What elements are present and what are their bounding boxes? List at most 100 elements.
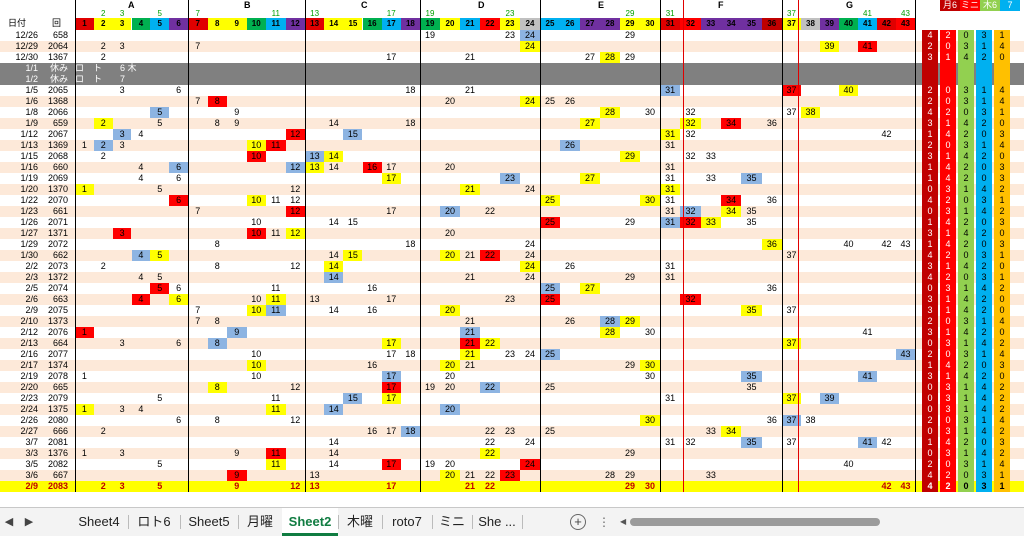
drawn-number[interactable]: 2 — [100, 426, 106, 436]
drawn-number[interactable]: 34 — [721, 195, 742, 206]
drawn-number[interactable]: 39 — [820, 393, 839, 404]
drawn-number[interactable]: 21 — [464, 85, 475, 95]
drawn-number[interactable]: 30 — [644, 481, 655, 491]
drawn-number[interactable]: 30 — [640, 360, 660, 371]
drawn-number[interactable]: 36 — [766, 415, 777, 425]
drawn-number[interactable]: 24 — [524, 250, 535, 260]
drawn-number[interactable]: 22 — [484, 426, 495, 436]
drawn-number[interactable]: 32 — [680, 206, 701, 217]
drawn-number[interactable]: 40 — [843, 239, 854, 249]
drawn-number[interactable]: 11 — [271, 195, 281, 205]
drawn-number[interactable]: 4 — [131, 294, 151, 305]
drawn-number[interactable]: 14 — [328, 217, 339, 227]
scrollbar-thumb[interactable] — [630, 518, 880, 526]
drawn-number[interactable]: 7 — [195, 305, 201, 315]
more-options-icon[interactable]: ⋮ — [598, 515, 610, 529]
drawn-number[interactable]: 2 — [93, 118, 113, 129]
drawn-number[interactable]: 17 — [381, 173, 401, 184]
drawn-number[interactable]: 9 — [234, 481, 240, 491]
drawn-number[interactable]: 28 — [604, 470, 615, 480]
drawn-number[interactable]: 3 — [119, 41, 125, 51]
sheet-tab[interactable]: Sheet5 — [188, 514, 230, 529]
drawn-number[interactable]: 42 — [881, 481, 892, 491]
drawn-number[interactable]: 43 — [900, 481, 911, 491]
drawn-number[interactable]: 4 — [138, 272, 144, 282]
drawn-number[interactable]: 35 — [746, 206, 757, 216]
drawn-number[interactable]: 42 — [881, 129, 892, 139]
drawn-number[interactable]: 16 — [367, 283, 378, 293]
drawn-number[interactable]: 10 — [246, 228, 266, 239]
drawn-number[interactable]: 5 — [157, 272, 163, 282]
drawn-number[interactable]: 24 — [524, 437, 535, 447]
drawn-number[interactable]: 29 — [624, 272, 635, 282]
drawn-number[interactable]: 31 — [665, 140, 676, 150]
drawn-number[interactable]: 1 — [81, 371, 87, 381]
tab-scroll-left-icon[interactable]: ◀ — [4, 516, 14, 528]
drawn-number[interactable]: 17 — [386, 349, 397, 359]
drawn-number[interactable]: 29 — [620, 316, 640, 327]
sheet-tab[interactable]: roto7 — [392, 514, 422, 529]
sheet-tab[interactable]: Sheet4 — [78, 514, 120, 529]
drawn-number[interactable]: 14 — [328, 305, 339, 315]
drawn-number[interactable]: 11 — [266, 404, 286, 415]
drawn-number[interactable]: 8 — [214, 415, 220, 425]
drawn-number[interactable]: 6 — [169, 195, 188, 206]
drawn-number[interactable]: 22 — [480, 250, 500, 261]
drawn-number[interactable]: 12 — [290, 481, 301, 491]
drawn-number[interactable]: 29 — [620, 151, 640, 162]
drawn-number[interactable]: 32 — [680, 294, 701, 305]
drawn-number[interactable]: 37 — [786, 437, 797, 447]
drawn-number[interactable]: 21 — [460, 184, 480, 195]
sheet-tab[interactable]: 月曜 — [246, 514, 273, 529]
drawn-number[interactable]: 10 — [251, 294, 262, 304]
drawn-number[interactable]: 20 — [444, 382, 455, 392]
drawn-number[interactable]: 14 — [324, 272, 344, 283]
drawn-number[interactable]: 21 — [464, 360, 475, 370]
drawn-number[interactable]: 35 — [746, 217, 757, 227]
drawn-number[interactable]: 27 — [580, 118, 600, 129]
drawn-number[interactable]: 24 — [524, 184, 535, 194]
drawn-number[interactable]: 24 — [520, 41, 540, 52]
drawn-number[interactable]: 21 — [464, 272, 475, 282]
drawn-number[interactable]: 8 — [214, 261, 220, 271]
drawn-number[interactable]: 20 — [444, 96, 455, 106]
drawn-number[interactable]: 12 — [290, 382, 301, 392]
drawn-number[interactable]: 28 — [600, 316, 620, 327]
drawn-number[interactable]: 40 — [839, 85, 858, 96]
drawn-number[interactable]: 14 — [328, 250, 339, 260]
drawn-number[interactable]: 2 — [100, 481, 106, 491]
drawn-number[interactable]: 37 — [782, 338, 801, 349]
drawn-number[interactable]: 22 — [480, 382, 500, 393]
drawn-number[interactable]: 5 — [157, 393, 163, 403]
drawn-number[interactable]: 5 — [150, 250, 170, 261]
drawn-number[interactable]: 29 — [624, 30, 635, 40]
drawn-number[interactable]: 20 — [444, 371, 455, 381]
drawn-number[interactable]: 30 — [644, 107, 655, 117]
scroll-left-icon[interactable]: ◀ — [620, 517, 627, 526]
drawn-number[interactable]: 31 — [665, 272, 676, 282]
drawn-number[interactable]: 12 — [290, 195, 301, 205]
drawn-number[interactable]: 13 — [309, 481, 320, 491]
drawn-number[interactable]: 35 — [741, 371, 762, 382]
drawn-number[interactable]: 3 — [119, 140, 125, 150]
drawn-number[interactable]: 37 — [782, 415, 801, 426]
drawn-number[interactable]: 10 — [246, 305, 266, 316]
drawn-number[interactable]: 41 — [862, 327, 873, 337]
drawn-number[interactable]: 21 — [464, 52, 475, 62]
drawn-number[interactable]: 20 — [440, 404, 460, 415]
drawn-number[interactable]: 38 — [805, 415, 816, 425]
drawn-number[interactable]: 24 — [524, 349, 535, 359]
sheet-tab[interactable]: ロト6 — [137, 514, 171, 529]
drawn-number[interactable]: 14 — [324, 151, 344, 162]
drawn-number[interactable]: 37 — [786, 305, 797, 315]
drawn-number[interactable]: 29 — [624, 217, 635, 227]
drawn-number[interactable]: 17 — [386, 294, 397, 304]
drawn-number[interactable]: 5 — [157, 118, 163, 128]
drawn-number[interactable]: 14 — [328, 118, 339, 128]
drawn-number[interactable]: 17 — [381, 371, 401, 382]
drawn-number[interactable]: 19 — [424, 459, 435, 469]
drawn-number[interactable]: 32 — [685, 151, 696, 161]
drawn-number[interactable]: 6 — [176, 85, 182, 95]
drawn-number[interactable]: 33 — [705, 173, 716, 183]
drawn-number[interactable]: 29 — [624, 481, 635, 491]
